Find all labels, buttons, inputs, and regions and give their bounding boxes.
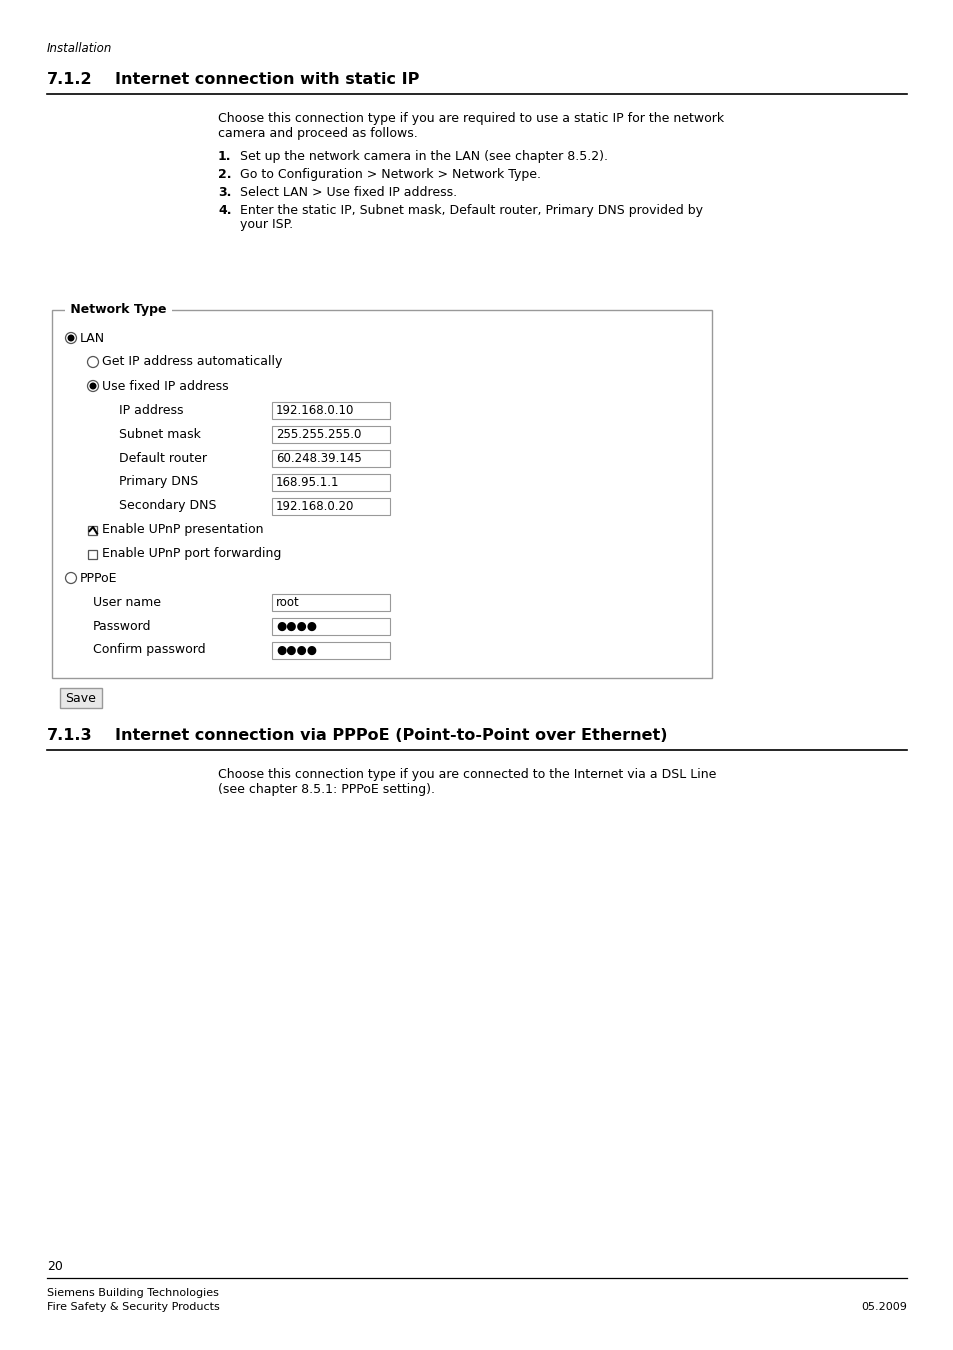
Text: ●●●●: ●●●● (275, 644, 316, 656)
Text: (see chapter 8.5.1: PPPoE setting).: (see chapter 8.5.1: PPPoE setting). (218, 783, 435, 796)
Text: Enter the static IP, Subnet mask, Default router, Primary DNS provided by: Enter the static IP, Subnet mask, Defaul… (240, 204, 702, 217)
Text: Network Type: Network Type (66, 304, 171, 316)
Bar (272, 617, 390, 634)
Circle shape (68, 335, 73, 340)
Text: Installation: Installation (47, 42, 112, 55)
Text: Default router: Default router (119, 451, 207, 464)
Bar (272, 450, 390, 467)
Text: 60.248.39.145: 60.248.39.145 (275, 451, 361, 464)
Bar (272, 401, 390, 418)
Bar (272, 498, 390, 514)
Text: 3.: 3. (218, 186, 232, 198)
Text: 7.1.2: 7.1.2 (47, 72, 92, 86)
Text: Get IP address automatically: Get IP address automatically (102, 355, 282, 369)
Text: 168.95.1.1: 168.95.1.1 (275, 475, 339, 489)
Bar (89, 525, 97, 535)
Text: Internet connection via PPPoE (Point-to-Point over Ethernet): Internet connection via PPPoE (Point-to-… (115, 728, 667, 743)
Text: Choose this connection type if you are required to use a static IP for the netwo: Choose this connection type if you are r… (218, 112, 723, 126)
Text: ●●●●: ●●●● (275, 620, 316, 633)
Text: 7.1.3: 7.1.3 (47, 728, 92, 743)
Text: 192.168.0.10: 192.168.0.10 (275, 404, 354, 417)
Text: 255.255.255.0: 255.255.255.0 (275, 428, 361, 440)
Text: IP address: IP address (119, 404, 183, 417)
Text: LAN: LAN (80, 332, 105, 344)
Text: 192.168.0.20: 192.168.0.20 (275, 500, 354, 513)
Text: Subnet mask: Subnet mask (119, 428, 201, 440)
Text: Use fixed IP address: Use fixed IP address (102, 379, 229, 393)
Text: Select LAN > Use fixed IP address.: Select LAN > Use fixed IP address. (240, 186, 456, 198)
Circle shape (91, 383, 95, 389)
Bar (272, 641, 390, 659)
Text: root: root (275, 595, 299, 609)
Text: Fire Safety & Security Products: Fire Safety & Security Products (47, 1301, 219, 1312)
Text: 05.2009: 05.2009 (861, 1301, 906, 1312)
Text: Siemens Building Technologies: Siemens Building Technologies (47, 1288, 218, 1297)
Text: Password: Password (92, 620, 152, 633)
Text: Confirm password: Confirm password (92, 644, 206, 656)
Text: 2.: 2. (218, 167, 232, 181)
Bar (60, 688, 102, 707)
Text: your ISP.: your ISP. (240, 217, 293, 231)
Text: PPPoE: PPPoE (80, 571, 117, 585)
Text: Enable UPnP port forwarding: Enable UPnP port forwarding (102, 548, 281, 560)
Text: Set up the network camera in the LAN (see chapter 8.5.2).: Set up the network camera in the LAN (se… (240, 150, 607, 163)
Text: Internet connection with static IP: Internet connection with static IP (115, 72, 419, 86)
Text: Enable UPnP presentation: Enable UPnP presentation (102, 524, 263, 536)
Bar (272, 474, 390, 490)
Text: Primary DNS: Primary DNS (119, 475, 198, 489)
Text: Secondary DNS: Secondary DNS (119, 500, 216, 513)
Text: 20: 20 (47, 1260, 63, 1273)
Text: User name: User name (92, 595, 161, 609)
Bar (52, 310, 711, 678)
Text: Choose this connection type if you are connected to the Internet via a DSL Line: Choose this connection type if you are c… (218, 768, 716, 782)
Text: camera and proceed as follows.: camera and proceed as follows. (218, 127, 417, 140)
Bar (272, 594, 390, 610)
Text: Go to Configuration > Network > Network Type.: Go to Configuration > Network > Network … (240, 167, 540, 181)
Text: 1.: 1. (218, 150, 232, 163)
Bar (89, 549, 97, 559)
Bar (272, 425, 390, 443)
Text: Save: Save (66, 691, 96, 705)
Text: 4.: 4. (218, 204, 232, 217)
